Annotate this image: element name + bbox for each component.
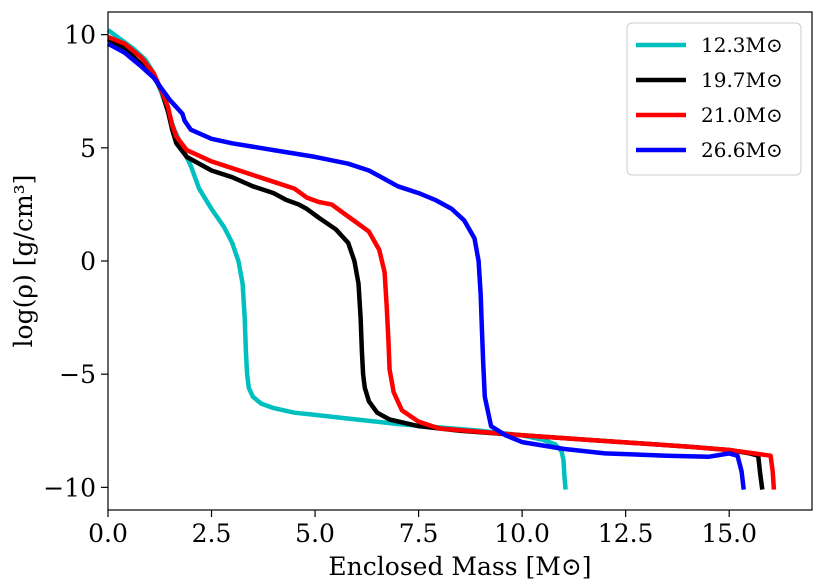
x-tick-label: 0.0: [88, 519, 128, 548]
y-tick-label: 0: [80, 247, 96, 276]
y-tick-label: 5: [80, 134, 96, 163]
series-line-3: [107, 34, 777, 490]
legend-label-2: 19.7M⊙: [701, 68, 783, 92]
x-axis-label: Enclosed Mass [M⊙]: [328, 552, 591, 581]
series-line-4: [106, 41, 746, 490]
x-tick-label: 5.0: [295, 519, 335, 548]
series-line-1: [106, 28, 568, 490]
x-tick-label: 7.5: [399, 519, 439, 548]
x-tick-label: 12.5: [598, 519, 654, 548]
y-tick-label: 10: [64, 21, 96, 50]
legend: 12.3M⊙ 19.7M⊙ 21.0M⊙ 26.6M⊙: [626, 22, 802, 176]
legend-label-1: 12.3M⊙: [701, 33, 783, 57]
series-layer: [106, 28, 777, 490]
x-tick-label: 10.0: [494, 519, 550, 548]
y-axis-label: log(ρ) [g/cm³]: [9, 175, 38, 348]
legend-label-4: 26.6M⊙: [701, 138, 783, 162]
legend-box: [626, 22, 802, 176]
x-tick-label: 2.5: [192, 519, 232, 548]
x-axis: 0.0 2.5 5.0 7.5 10.0 12.5 15.0: [88, 510, 757, 548]
y-axis: 10 5 0 −5 −10: [43, 21, 108, 502]
legend-label-3: 21.0M⊙: [701, 103, 783, 127]
y-tick-label: −5: [59, 360, 96, 389]
x-tick-label: 15.0: [701, 519, 757, 548]
y-tick-label: −10: [43, 473, 96, 502]
